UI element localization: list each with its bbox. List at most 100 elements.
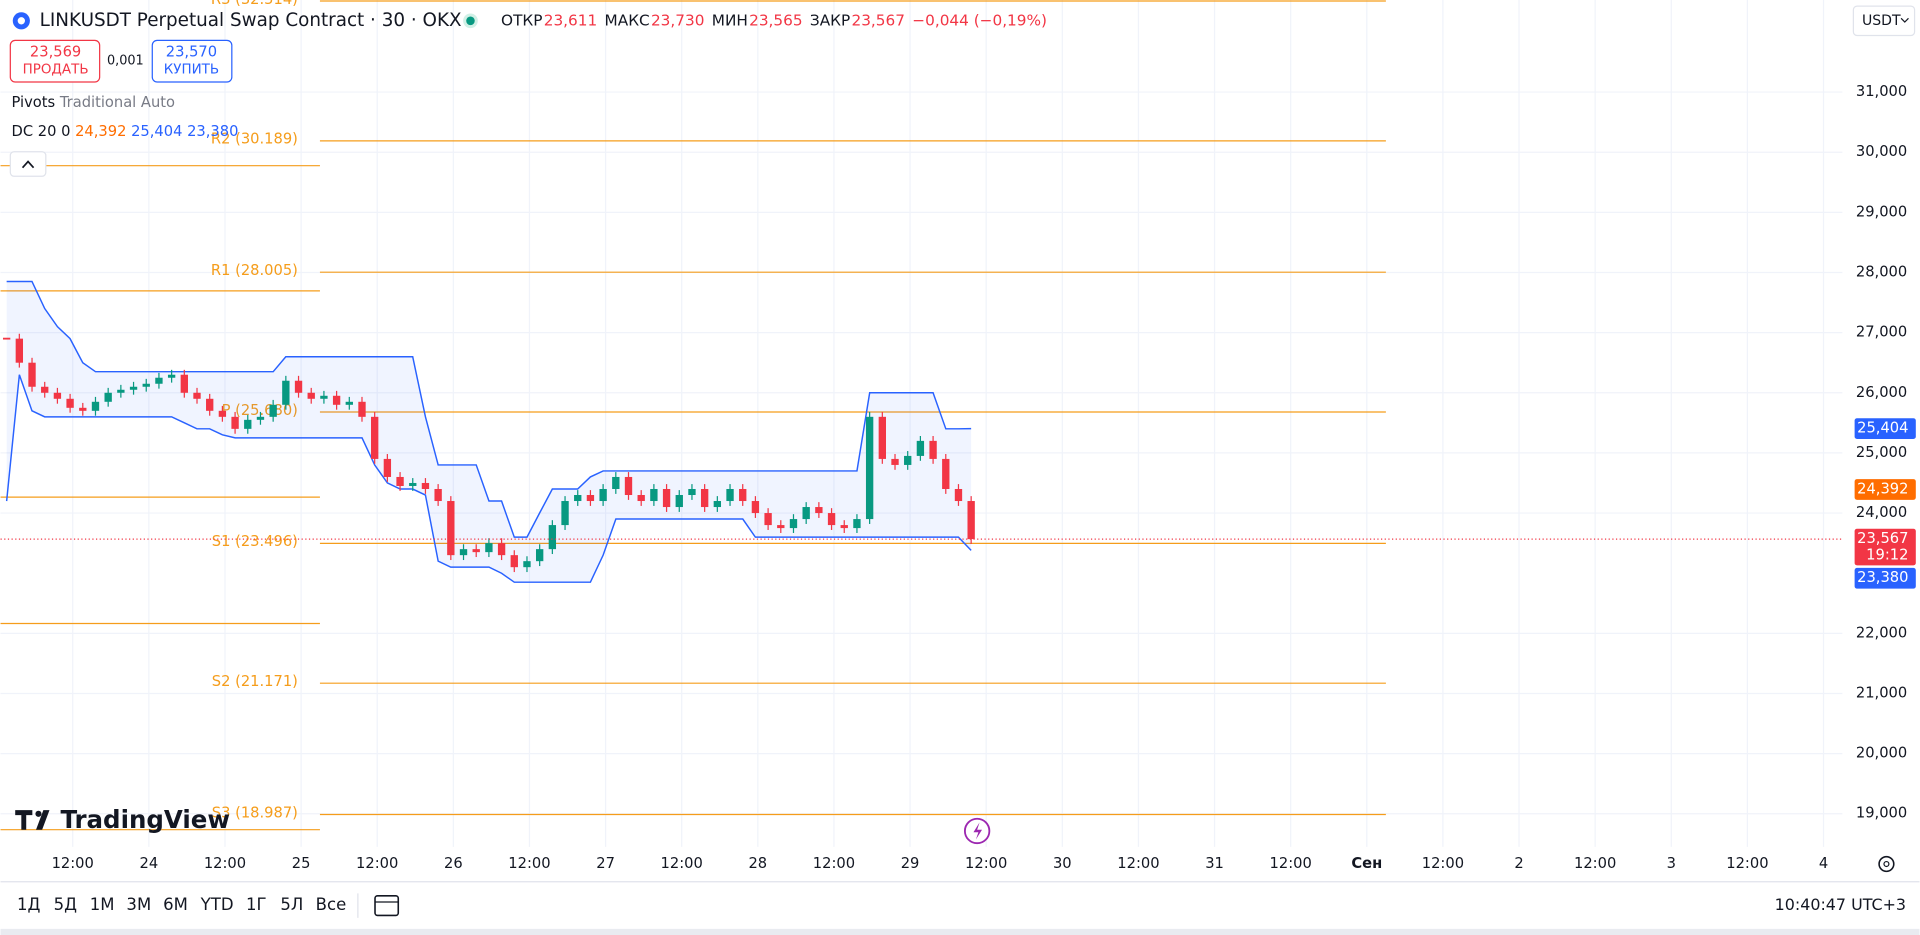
- currency[interactable]: USDT: [1862, 13, 1901, 29]
- candle-body: [815, 507, 823, 514]
- ohlc-change: −0,044 (−0,19%): [912, 11, 1047, 29]
- y-tick-label: 21,000: [1856, 684, 1907, 701]
- range-button[interactable]: 6М: [163, 895, 188, 914]
- candle-body: [878, 416, 886, 459]
- x-tick-label: 12:00: [965, 855, 1007, 872]
- range-button[interactable]: 1Д: [17, 895, 41, 914]
- y-tick-label: 22,000: [1856, 624, 1907, 641]
- pivots-legend: Pivots Traditional Auto: [12, 94, 175, 111]
- collapse-button[interactable]: [9, 151, 47, 177]
- lightning-icon[interactable]: [973, 822, 983, 840]
- candle-body: [28, 362, 36, 387]
- currency-box[interactable]: [1852, 5, 1916, 37]
- ohlc-value: 23,611: [544, 11, 597, 29]
- logo: TradingView: [15, 805, 230, 834]
- ohlc-label: ОТКР: [501, 11, 542, 29]
- buy-label[interactable]: КУПИТЬ: [164, 63, 219, 78]
- channel-lower: [5, 374, 972, 583]
- candle-body: [41, 386, 49, 393]
- sell-label[interactable]: ПРОДАТЬ: [23, 63, 89, 78]
- candle-body: [91, 401, 100, 411]
- chevron[interactable]: [21, 160, 35, 169]
- buy-box[interactable]: [151, 39, 233, 83]
- logo-mark-dot: [35, 810, 42, 817]
- candle-body: [231, 416, 239, 429]
- candle-body: [764, 513, 772, 526]
- x-tick-label: 30: [1053, 855, 1072, 872]
- ohlc-legend: ОТКР 23,611 МАКС 23,730 МИН 23,565 ЗАКР 23,567−…: [501, 11, 1047, 29]
- pivots-params: Traditional Auto: [59, 94, 175, 111]
- candle-body: [586, 495, 595, 502]
- candle-body: [713, 501, 722, 508]
- range-button[interactable]: 1Г: [246, 895, 267, 914]
- price-label: 23,567: [1857, 530, 1908, 547]
- sell-box[interactable]: [9, 39, 101, 83]
- candle-body: [307, 392, 315, 399]
- range-button[interactable]: YTD: [200, 895, 234, 914]
- candle-body: [523, 561, 531, 568]
- x-tick-label: 27: [596, 855, 615, 872]
- candle-body: [447, 501, 455, 556]
- candle-body: [320, 395, 328, 399]
- candle-body: [409, 482, 417, 486]
- range-button[interactable]: 3М: [126, 895, 151, 914]
- logo-mark-t: [15, 810, 33, 830]
- sell-button[interactable]: 23,569 ПРОДАТЬ: [9, 39, 101, 83]
- candle-body: [117, 389, 125, 393]
- settings-button[interactable]: [1878, 855, 1895, 873]
- y-tick-label: 26,000: [1856, 384, 1907, 401]
- range-buttons: 1Д 5Д 1М 3М 6М YTD 1Г 5Л Все: [17, 895, 346, 914]
- candle-body: [129, 386, 138, 390]
- range-button[interactable]: 1М: [90, 895, 115, 914]
- calendar-icon[interactable]: [374, 895, 400, 917]
- candle-body: [383, 458, 392, 477]
- y-tick-label: 30,000: [1856, 143, 1907, 160]
- x-tick-label: 12:00: [661, 855, 703, 872]
- currency-button[interactable]: USDT: [1852, 5, 1916, 37]
- candle-body: [954, 488, 963, 502]
- candle-body: [472, 549, 480, 553]
- settings-icon-inner[interactable]: [1883, 860, 1890, 868]
- range-button[interactable]: 5Д: [54, 895, 78, 914]
- status-dot: [466, 16, 475, 26]
- pivot-label: R3 (32.514): [211, 0, 298, 8]
- lightning-button[interactable]: [963, 817, 991, 845]
- pivot-label: R2 (30.189): [211, 131, 298, 148]
- pivot-label: S2 (21.171): [212, 673, 298, 690]
- x-tick-label: 3: [1667, 855, 1676, 872]
- candle-body: [751, 501, 760, 514]
- candle-body: [155, 377, 163, 384]
- x-tick-label: 12:00: [1422, 855, 1464, 872]
- y-tick-label: 27,000: [1856, 324, 1907, 341]
- candle-body: [650, 488, 658, 502]
- buy-price[interactable]: 23,570: [166, 44, 217, 61]
- sell-price[interactable]: 23,569: [30, 44, 81, 61]
- candle-body: [358, 401, 366, 417]
- candle-body: [282, 380, 290, 405]
- collapse-box[interactable]: [9, 151, 47, 177]
- candle-body: [612, 476, 620, 489]
- candle-body: [371, 416, 379, 459]
- candle-body: [789, 519, 798, 529]
- candle-body: [53, 392, 62, 399]
- buy-button[interactable]: 23,570 КУПИТЬ: [151, 39, 233, 83]
- date-range-button[interactable]: [374, 895, 400, 917]
- x-tick-label: 28: [748, 855, 767, 872]
- range-button[interactable]: Все: [316, 895, 347, 914]
- x-tick-label: 2: [1514, 855, 1523, 872]
- candle-body: [739, 488, 747, 502]
- symbol-title: LINKUSDT Perpetual Swap Contract · 30 · …: [40, 10, 462, 31]
- candle-body: [624, 476, 633, 496]
- symbol-icon-inner: [17, 17, 25, 25]
- currency-chevron[interactable]: [1900, 17, 1909, 23]
- candle-body: [853, 519, 861, 529]
- candle-body: [675, 495, 683, 508]
- candle-body: [180, 374, 188, 393]
- candle-body: [193, 392, 201, 399]
- clock: 10:40:47 UTC+3: [1775, 895, 1906, 914]
- candle-body: [459, 549, 468, 556]
- range-button[interactable]: 5Л: [280, 895, 303, 914]
- settings-icon[interactable]: [1878, 855, 1895, 873]
- channel-fill: [6, 281, 972, 583]
- y-tick-label: 19,000: [1856, 805, 1907, 822]
